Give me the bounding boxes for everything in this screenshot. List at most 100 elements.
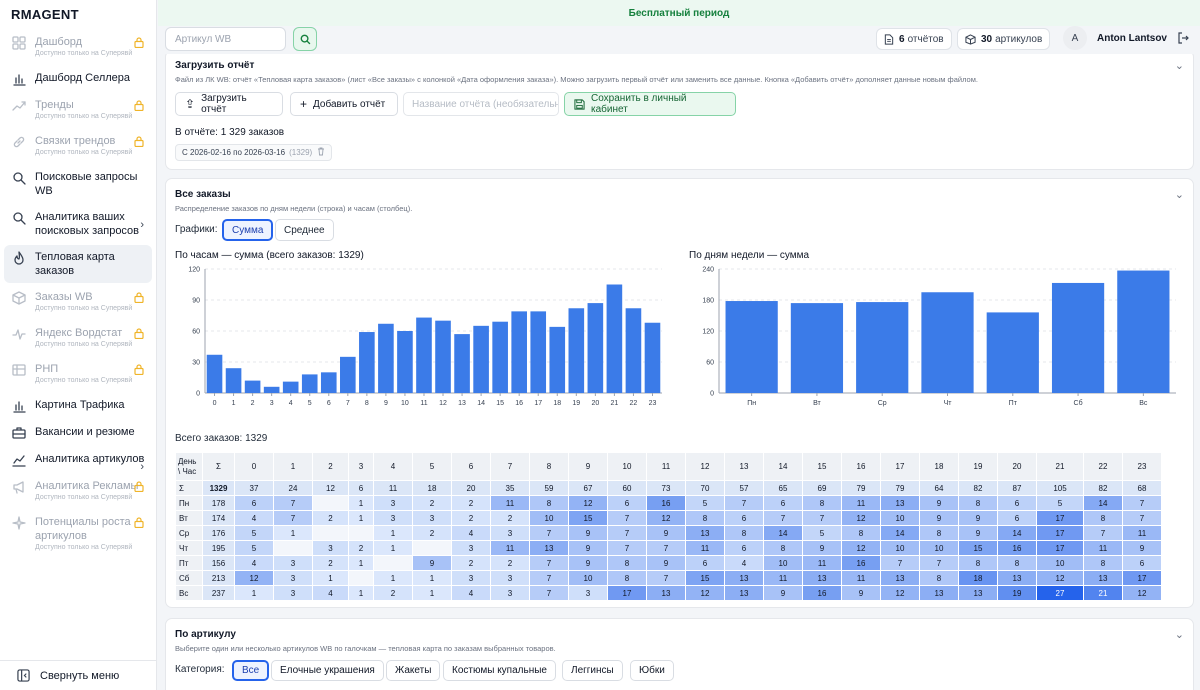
hour-chart-bar[interactable] <box>435 320 451 393</box>
hour-chart-xtick-label: 14 <box>477 400 485 407</box>
hour-chart-bar[interactable] <box>206 354 223 393</box>
toggle-sum[interactable]: Сумма <box>222 219 274 241</box>
day-chart-bar[interactable] <box>725 301 778 393</box>
upload-icon: ⇪ <box>185 97 196 111</box>
category-chip[interactable]: Жакеты <box>386 660 441 681</box>
hour-chart-bar[interactable] <box>587 303 604 393</box>
heatmap-cell: 9 <box>802 540 842 556</box>
hour-chart-bar[interactable] <box>625 308 642 393</box>
heatmap-cell: 10 <box>568 570 608 586</box>
sidebar-item-1[interactable]: Дашборд Селлера <box>4 66 152 91</box>
hour-chart-bar[interactable] <box>340 356 356 393</box>
heatmap-hour-total: 70 <box>685 480 725 496</box>
hour-chart-bar[interactable] <box>263 386 280 393</box>
heatmap-cell: 9 <box>646 555 686 571</box>
search-icon <box>300 34 310 44</box>
hour-chart-xtick-label: 6 <box>327 400 331 407</box>
hour-chart-bar[interactable] <box>530 311 547 393</box>
reports-count-pill[interactable]: 6 отчётов <box>876 28 952 50</box>
heatmap-cell: 9 <box>1122 540 1162 556</box>
category-chip[interactable]: Юбки <box>630 660 674 681</box>
heatmap-cell: 10 <box>763 555 803 571</box>
heatmap-corner-label: День \ Час <box>175 452 203 481</box>
sidebar-item-14[interactable]: Потенциалы роста артикулов Доступно тольк… <box>4 510 152 558</box>
heatmap-cell: 8 <box>529 495 569 511</box>
sidebar-item-5[interactable]: Аналитика ваших поисковых запросов › <box>4 205 152 243</box>
day-chart-bar[interactable] <box>790 303 844 393</box>
sidebar-item-13[interactable]: Аналитика Рекламы Доступно только на Супе… <box>4 474 152 508</box>
hour-chart-bar[interactable] <box>320 372 337 393</box>
hour-chart-bar[interactable] <box>568 308 585 393</box>
hour-chart-bar[interactable] <box>397 331 413 393</box>
heatmap-hour-total: 68 <box>1122 480 1162 496</box>
save-to-cabinet-button[interactable]: Сохранить в личный кабинет <box>564 92 736 116</box>
hour-chart-bar[interactable] <box>282 381 299 393</box>
hour-chart-title: По часам — сумма (всего заказов: 1329) <box>175 250 364 261</box>
articles-count-pill[interactable]: 30 артикулов <box>957 28 1051 50</box>
toggle-average[interactable]: Среднее <box>275 219 334 241</box>
heatmap-cell <box>273 540 313 556</box>
heatmap-hour-total: 37 <box>234 480 274 496</box>
upload-report-button[interactable]: ⇪ Загрузить отчёт <box>175 92 283 116</box>
heatmap-cell: 7 <box>1122 495 1162 511</box>
report-name-input[interactable]: Название отчёта (необязательно) <box>403 92 559 116</box>
hour-chart-bar[interactable] <box>492 321 508 393</box>
user-name[interactable]: Anton Lantsov <box>1097 33 1167 44</box>
article-search-input[interactable]: Артикул WB <box>165 27 286 51</box>
heatmap-hour-header: 22 <box>1083 452 1123 481</box>
hour-chart-bar[interactable] <box>644 322 661 393</box>
trash-icon[interactable] <box>317 147 325 158</box>
sparkle-icon <box>12 516 26 530</box>
sidebar-item-2[interactable]: Тренды Доступно только на Суперявй <box>4 93 152 127</box>
logout-button[interactable] <box>1177 32 1189 47</box>
hour-chart-bar[interactable] <box>511 311 527 393</box>
day-chart-bar[interactable] <box>1051 282 1105 393</box>
day-chart-bar[interactable] <box>856 302 909 393</box>
add-report-button[interactable]: + Добавить отчёт <box>290 92 398 116</box>
document-icon <box>884 33 894 45</box>
sidebar-item-12[interactable]: Аналитика артикулов › <box>4 447 152 473</box>
hour-chart-bar[interactable] <box>416 317 432 393</box>
hour-chart-bar[interactable] <box>244 380 261 393</box>
hour-chart-bar[interactable] <box>359 332 375 393</box>
chevron-down-icon[interactable]: ⌄ <box>1174 629 1184 641</box>
category-chip[interactable]: Елочные украшения <box>271 660 384 681</box>
day-chart-bar[interactable] <box>986 312 1039 393</box>
heatmap-day-label: Пт <box>175 555 203 571</box>
report-date-chip[interactable]: С 2026-02-16 по 2026-03-16 (1329) <box>175 144 333 161</box>
chevron-down-icon[interactable]: ⌄ <box>1174 60 1184 72</box>
sidebar-item-11[interactable]: Вакансии и резюме <box>4 420 152 445</box>
sidebar-item-10[interactable]: Картина Трафика <box>4 393 152 418</box>
avatar[interactable]: A <box>1063 26 1087 50</box>
day-chart-bar[interactable] <box>921 292 974 393</box>
sidebar-item-0[interactable]: Дашборд Доступно только на Суперявй <box>4 30 152 64</box>
hour-chart-bar[interactable] <box>454 334 470 393</box>
hour-chart-xtick-label: 20 <box>591 400 599 407</box>
hour-chart-bar[interactable] <box>378 323 394 393</box>
sidebar-item-6[interactable]: Тепловая карта заказов <box>4 245 152 283</box>
sidebar-item-7[interactable]: Заказы WB Доступно только на Суперявй <box>4 285 152 319</box>
category-chip[interactable]: Костюмы купальные <box>443 660 556 681</box>
category-chip[interactable]: Все <box>232 660 270 681</box>
hour-chart-bar[interactable] <box>606 284 623 394</box>
heatmap-cell: 7 <box>607 540 647 556</box>
heatmap-cell: 9 <box>646 525 686 541</box>
hour-chart-bar[interactable] <box>301 374 318 393</box>
day-chart-bar[interactable] <box>1117 270 1170 393</box>
heatmap-cell: 13 <box>997 570 1037 586</box>
hour-chart-bar[interactable] <box>225 368 242 393</box>
add-report-label: Добавить отчёт <box>313 98 386 110</box>
sidebar-item-4[interactable]: Поисковые запросы WB <box>4 165 152 203</box>
category-chip[interactable]: Леггинсы <box>562 660 623 681</box>
hour-chart-bar[interactable] <box>473 325 489 393</box>
search-button[interactable] <box>293 27 317 51</box>
heatmap-cell: 2 <box>312 510 349 526</box>
hour-chart-bar[interactable] <box>549 326 566 393</box>
articles-label: артикулов <box>995 33 1043 45</box>
chevron-down-icon[interactable]: ⌄ <box>1174 189 1184 201</box>
collapse-menu-button[interactable]: Свернуть меню <box>0 660 157 690</box>
sidebar-item-8[interactable]: Яндекс Вордстат Доступно только на Суперя… <box>4 321 152 355</box>
sidebar-item-9[interactable]: РНП Доступно только на Суперявй <box>4 357 152 391</box>
heatmap-cell: 2 <box>451 510 491 526</box>
sidebar-item-3[interactable]: Связки трендов Доступно только на Суперяв… <box>4 129 152 163</box>
